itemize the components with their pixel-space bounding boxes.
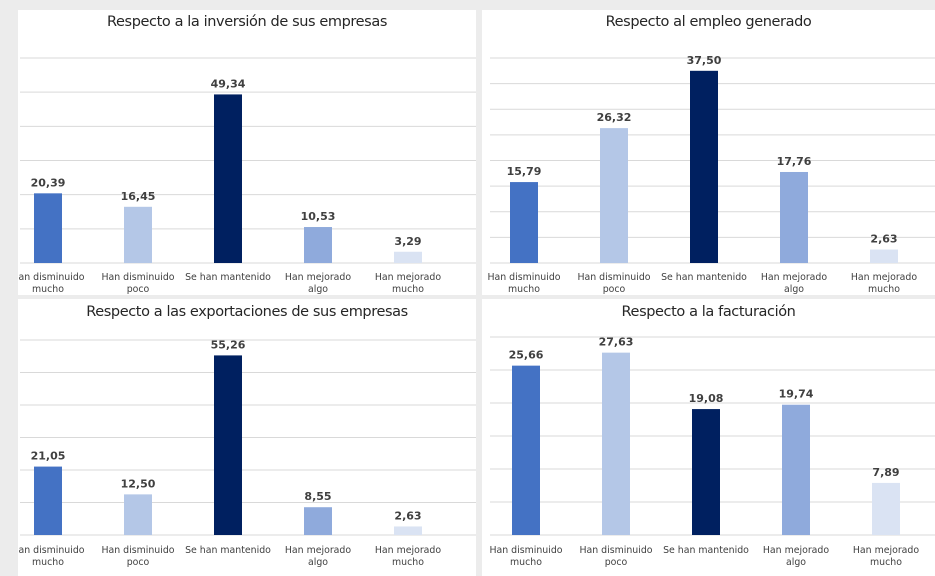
chart-title: Respecto al empleo generado: [605, 14, 812, 30]
chart-panel-exportaciones: Respecto a las exportaciones de sus empr…: [18, 299, 476, 576]
bar-chart: 25,66 Han disminuido mucho 27,63 Han disminu…: [489, 336, 935, 568]
data-label: 19,08: [689, 392, 724, 405]
bar: [124, 494, 152, 535]
bar: [692, 409, 720, 535]
category-label: Han mejorado mucho: [853, 545, 920, 568]
data-label: 49,34: [211, 77, 246, 90]
category-label: Se han mantenido: [185, 545, 271, 556]
bar: [602, 352, 630, 535]
data-label: 37,50: [687, 54, 722, 67]
data-label: 2,63: [394, 509, 421, 522]
bar: [34, 193, 62, 263]
category-label: Han disminuido mucho: [18, 545, 85, 568]
bar: [600, 128, 628, 263]
data-label: 25,66: [509, 349, 544, 362]
category-label: Han disminuido poco: [579, 545, 652, 568]
category-label: Han mejorado mucho: [375, 272, 442, 295]
data-label: 55,26: [211, 338, 246, 351]
chart-panel-empleo: Respecto al empleo generado 15,79 Han dis…: [482, 10, 935, 295]
category-label: Han mejorado algo: [761, 272, 828, 295]
bar: [34, 466, 62, 535]
data-label: 21,05: [31, 450, 66, 463]
bar: [214, 355, 242, 535]
bar-chart: 15,79 Han disminuido mucho 26,32 Han disminu…: [487, 54, 935, 295]
data-label: 27,63: [599, 336, 634, 349]
chart-title: Respecto a la facturación: [621, 304, 796, 320]
bar-chart: 21,05 Han disminuido mucho 12,50 Han disminu…: [18, 338, 476, 568]
bar: [510, 182, 538, 263]
bar: [872, 482, 900, 535]
bar: [394, 251, 422, 263]
data-label: 17,76: [777, 155, 812, 168]
category-label: Han disminuido poco: [101, 545, 174, 568]
bar: [124, 206, 152, 263]
category-label: Han disminuido poco: [577, 272, 650, 295]
chart-title: Respecto a las exportaciones de sus empr…: [86, 304, 408, 320]
data-label: 3,29: [394, 235, 421, 248]
chart-title: Respecto a la inversión de sus empresas: [107, 14, 387, 30]
category-label: Se han mantenido: [185, 272, 271, 283]
category-label: Se han mantenido: [663, 545, 749, 556]
category-label: Se han mantenido: [661, 272, 747, 283]
bar: [214, 94, 242, 264]
category-label: Han disminuido poco: [101, 272, 174, 295]
bar: [780, 171, 808, 263]
category-label: Han mejorado algo: [285, 545, 352, 568]
bar: [690, 70, 718, 263]
data-label: 7,89: [872, 466, 899, 479]
data-label: 8,55: [304, 490, 331, 503]
bar: [782, 404, 810, 535]
data-label: 19,74: [779, 388, 814, 401]
category-label: Han mejorado mucho: [851, 272, 918, 295]
chart-panel-facturacion: Respecto a la facturación 25,66 Han dismi…: [482, 299, 935, 576]
data-label: 20,39: [31, 176, 66, 189]
bar: [394, 526, 422, 535]
data-label: 26,32: [597, 111, 632, 124]
bar: [870, 249, 898, 263]
category-label: Han mejorado mucho: [375, 545, 442, 568]
data-label: 16,45: [121, 190, 156, 203]
category-label: Han disminuido mucho: [487, 272, 560, 295]
category-label: Han mejorado algo: [285, 272, 352, 295]
chart-panel-inversion: Respecto a la inversión de sus empresas …: [18, 10, 476, 295]
bar: [304, 227, 332, 263]
data-label: 10,53: [301, 210, 336, 223]
data-label: 15,79: [507, 165, 542, 178]
category-label: Han mejorado algo: [763, 545, 830, 568]
bar: [512, 365, 540, 535]
data-label: 2,63: [870, 233, 897, 246]
category-label: Han disminuido mucho: [489, 545, 562, 568]
bar-chart: 20,39 Han disminuido mucho 16,45 Han disminu…: [18, 57, 476, 295]
category-label: Han disminuido mucho: [18, 272, 85, 295]
data-label: 12,50: [121, 477, 156, 490]
bar: [304, 507, 332, 535]
